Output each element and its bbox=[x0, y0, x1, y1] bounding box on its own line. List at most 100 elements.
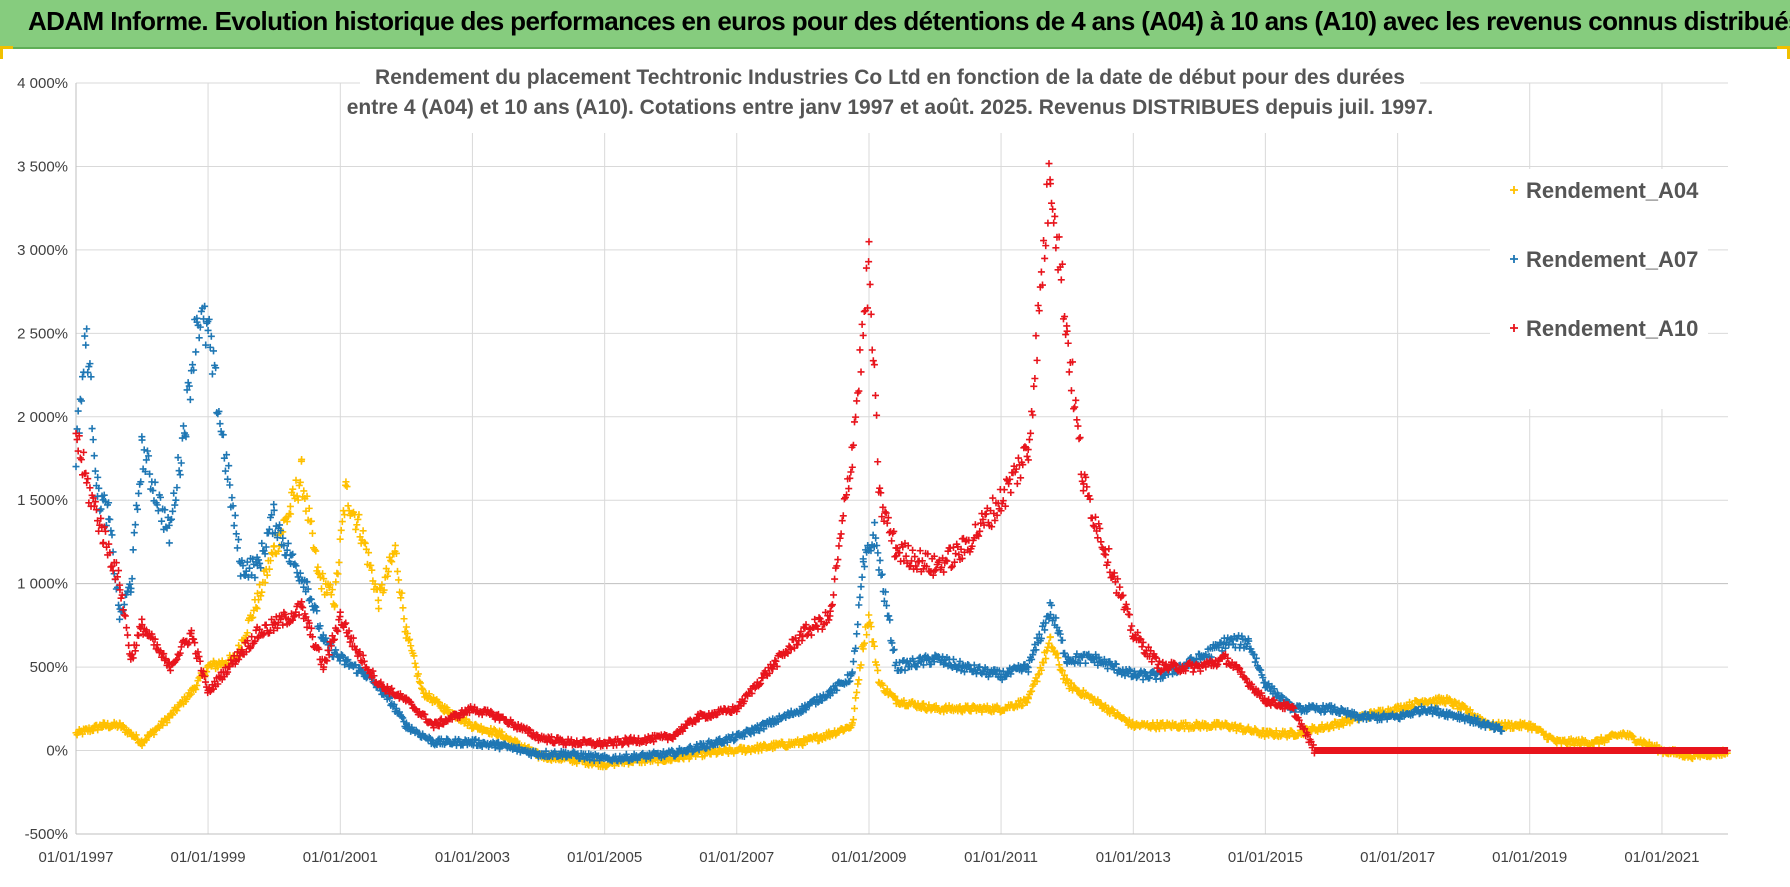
data-point bbox=[322, 634, 330, 642]
data-point bbox=[1085, 492, 1093, 500]
data-point bbox=[343, 483, 351, 491]
data-point bbox=[77, 456, 85, 464]
data-point bbox=[375, 605, 383, 613]
data-point bbox=[1007, 670, 1015, 678]
data-point bbox=[305, 504, 313, 512]
data-point bbox=[857, 583, 865, 591]
data-point bbox=[173, 484, 181, 492]
y-tick-label: 2 500% bbox=[17, 325, 68, 342]
data-point bbox=[756, 727, 764, 735]
data-point bbox=[874, 666, 882, 674]
data-point bbox=[865, 258, 873, 266]
x-tick-label: 01/01/2011 bbox=[964, 849, 1038, 866]
data-point bbox=[1042, 655, 1050, 663]
data-point bbox=[156, 493, 164, 501]
data-point bbox=[84, 368, 92, 376]
data-point bbox=[853, 397, 861, 405]
data-point bbox=[876, 484, 884, 492]
data-point bbox=[1057, 276, 1065, 284]
data-point bbox=[374, 596, 382, 604]
data-point bbox=[1035, 670, 1043, 678]
data-point bbox=[871, 519, 879, 527]
data-point bbox=[406, 635, 414, 643]
data-point bbox=[108, 531, 116, 539]
data-point bbox=[318, 585, 326, 593]
data-point bbox=[957, 667, 965, 675]
data-point bbox=[153, 501, 161, 509]
data-point bbox=[212, 364, 220, 372]
data-point bbox=[1116, 583, 1124, 591]
data-point bbox=[1088, 514, 1096, 522]
data-point bbox=[294, 573, 302, 581]
data-point bbox=[1049, 205, 1057, 213]
data-point bbox=[360, 538, 368, 546]
data-point bbox=[311, 546, 319, 554]
data-point bbox=[72, 463, 80, 471]
data-point bbox=[1029, 411, 1037, 419]
data-point bbox=[86, 484, 94, 492]
data-point bbox=[415, 678, 423, 686]
data-point bbox=[919, 700, 927, 708]
data-point bbox=[294, 496, 302, 504]
data-point bbox=[1061, 649, 1069, 657]
data-point bbox=[1028, 655, 1036, 663]
data-point bbox=[331, 601, 339, 609]
data-point bbox=[307, 595, 315, 603]
data-point bbox=[307, 517, 315, 525]
data-point bbox=[352, 525, 360, 533]
data-point bbox=[411, 659, 419, 667]
data-point bbox=[1092, 513, 1099, 521]
data-point bbox=[930, 658, 938, 666]
data-point bbox=[847, 468, 855, 476]
data-point bbox=[83, 479, 91, 487]
data-point bbox=[266, 557, 274, 565]
data-point bbox=[392, 704, 400, 712]
data-point bbox=[235, 641, 243, 649]
data-point bbox=[100, 491, 108, 499]
data-point bbox=[316, 622, 324, 630]
data-point bbox=[891, 692, 899, 700]
data-point bbox=[852, 694, 860, 702]
data-point bbox=[154, 507, 162, 515]
data-point bbox=[910, 657, 918, 665]
data-point bbox=[881, 588, 889, 596]
data-point bbox=[1024, 456, 1032, 464]
data-point bbox=[365, 549, 373, 557]
data-point bbox=[856, 593, 864, 601]
data-point bbox=[900, 697, 908, 705]
data-point bbox=[851, 418, 859, 426]
data-point bbox=[145, 732, 153, 740]
data-point bbox=[257, 592, 265, 600]
data-point bbox=[472, 735, 480, 743]
data-point bbox=[740, 733, 748, 741]
data-point bbox=[98, 723, 106, 731]
data-point bbox=[1096, 700, 1104, 708]
data-point bbox=[1072, 396, 1080, 404]
y-tick-label: -500% bbox=[25, 826, 68, 843]
data-point bbox=[303, 578, 311, 586]
data-point bbox=[1024, 695, 1032, 703]
data-point bbox=[145, 452, 153, 460]
data-point bbox=[1056, 630, 1064, 638]
data-point bbox=[877, 571, 885, 579]
data-point bbox=[1112, 660, 1120, 668]
data-point bbox=[1028, 407, 1036, 415]
data-point bbox=[201, 302, 209, 310]
data-point bbox=[175, 467, 183, 475]
data-point bbox=[879, 681, 887, 689]
data-point bbox=[477, 722, 485, 730]
data-point bbox=[138, 436, 146, 444]
data-point bbox=[1032, 646, 1040, 654]
data-point bbox=[866, 280, 874, 288]
data-point bbox=[779, 738, 787, 746]
data-point bbox=[202, 341, 210, 349]
data-point bbox=[799, 741, 807, 749]
data-point bbox=[371, 580, 379, 588]
data-point bbox=[1082, 659, 1090, 667]
data-point bbox=[261, 579, 269, 587]
x-tick-label: 01/01/2003 bbox=[435, 849, 510, 866]
data-point bbox=[1074, 422, 1082, 430]
data-point bbox=[316, 573, 324, 581]
data-point bbox=[1046, 633, 1054, 641]
data-point bbox=[393, 567, 401, 575]
